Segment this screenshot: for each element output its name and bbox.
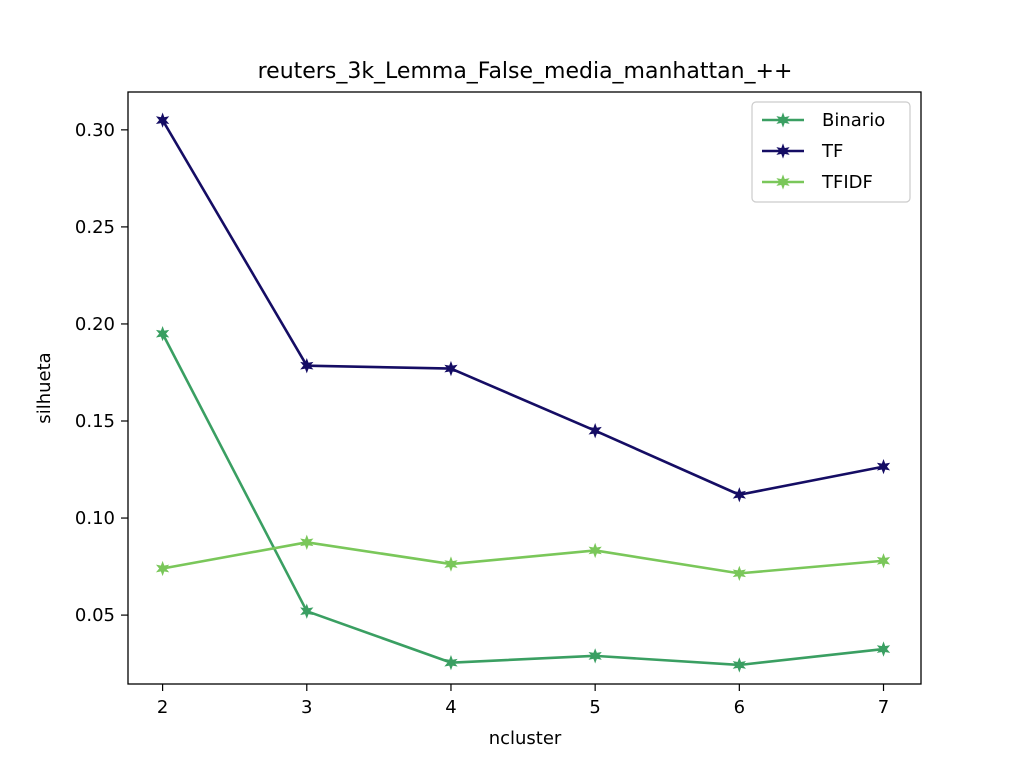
data-point-binario	[300, 603, 314, 619]
y-tick-label: 0.10	[75, 508, 115, 529]
data-point-binario	[155, 325, 170, 342]
axes-frame	[127, 91, 922, 685]
legend-item-binario: Binario	[762, 110, 885, 131]
x-tick-label: 6	[734, 697, 745, 718]
legend-label: Binario	[822, 110, 885, 131]
series-line-tf	[161, 119, 884, 497]
data-point-tf	[155, 112, 170, 128]
data-point-tf	[876, 458, 891, 475]
y-tick-label: 0.30	[75, 120, 115, 141]
legend-marker	[776, 174, 790, 190]
x-tick-label: 3	[301, 697, 312, 718]
series-binario	[155, 325, 891, 673]
x-axis-label: ncluster	[489, 728, 562, 749]
y-tick-label: 0.15	[75, 411, 115, 432]
x-tick-label: 2	[157, 697, 168, 718]
data-point-tfidf	[155, 560, 170, 577]
data-point-binario	[732, 657, 746, 673]
data-point-tfidf	[588, 542, 602, 559]
legend-box	[751, 101, 911, 203]
chart-title: reuters_3k_Lemma_False_media_manhattan_+…	[258, 59, 793, 84]
series-line-tfidf	[162, 541, 884, 575]
data-point-binario	[444, 654, 458, 671]
series-tfidf	[155, 534, 891, 582]
data-point-tfidf	[444, 556, 458, 572]
x-tick-label: 5	[589, 697, 600, 718]
data-point-tf	[588, 423, 602, 439]
data-point-tf	[300, 358, 314, 374]
y-tick-label: 0.25	[75, 217, 115, 238]
series-line-binario	[161, 333, 884, 667]
legend-label: TF	[821, 141, 843, 162]
x-tick-label: 7	[878, 697, 889, 718]
data-point-tfidf	[300, 534, 314, 550]
legend-marker	[776, 112, 790, 128]
x-tick-label: 4	[445, 697, 456, 718]
data-point-tfidf	[876, 553, 891, 569]
plot-area: 2 3 4 5 6 7 0.05 0.10 0.15 0.20 0.25 0.30	[75, 91, 922, 718]
y-tick-label: 0.05	[75, 605, 115, 626]
legend-item-tfidf: TFIDF	[762, 172, 873, 193]
data-point-tfidf	[732, 565, 746, 582]
y-axis-label: silhueta	[34, 352, 55, 423]
y-tick-label: 0.20	[75, 314, 115, 335]
data-point-tf	[444, 360, 458, 377]
data-point-tf	[732, 487, 746, 503]
legend-label: TFIDF	[821, 172, 873, 193]
series-tf	[155, 112, 891, 503]
legend: Binario TF TFIDF	[751, 101, 911, 203]
legend-marker	[776, 143, 790, 159]
legend-item-tf: TF	[762, 141, 843, 162]
data-point-binario	[876, 641, 891, 657]
data-point-binario	[588, 648, 602, 664]
